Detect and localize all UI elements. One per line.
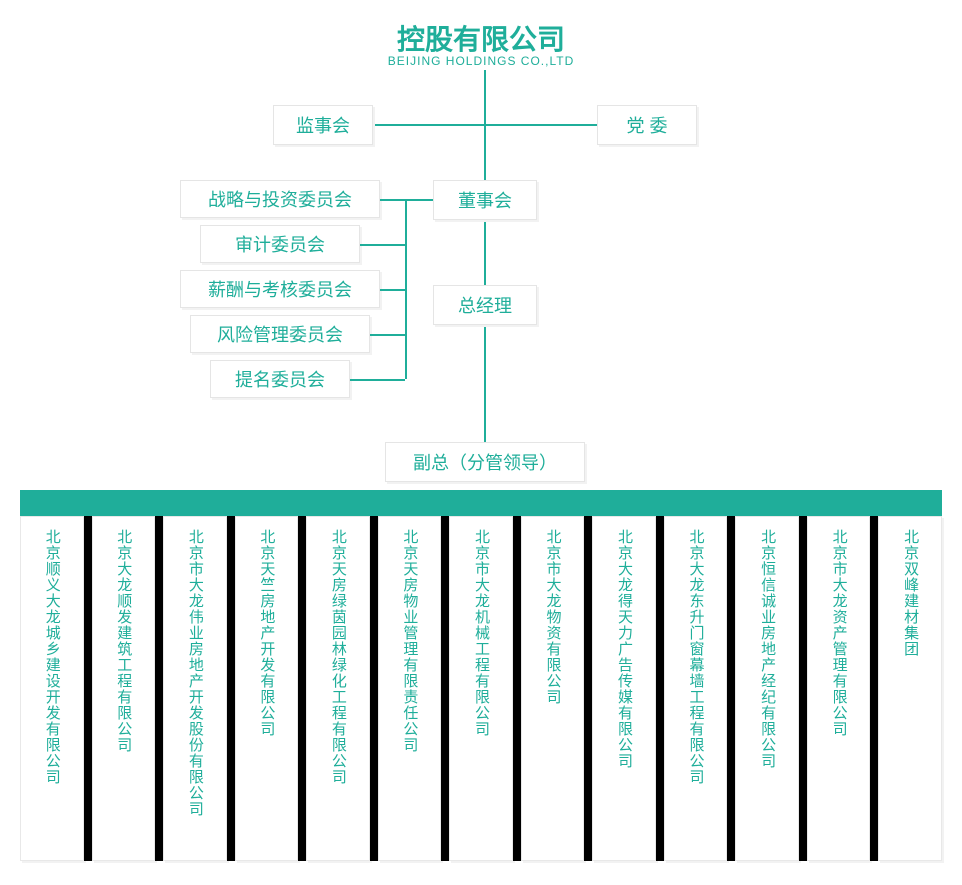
committee-3-label: 薪酬与考核委员会	[208, 276, 352, 302]
subsidiary-col: 北京天房物业管理有限责任公司	[378, 516, 442, 861]
subsidiary-label: 北京天房物业管理有限责任公司	[398, 529, 420, 753]
subsidiary-label: 北京顺义大龙城乡建设开发有限公司	[41, 529, 63, 785]
distribution-bar	[20, 490, 942, 516]
vgm-label: 副总（分管领导）	[413, 449, 557, 475]
subsidiary-label: 北京市大龙物资有限公司	[541, 529, 563, 705]
col-gap	[727, 516, 735, 861]
committee-5-label: 提名委员会	[235, 366, 325, 392]
col-gap	[870, 516, 878, 861]
committee-3: 薪酬与考核委员会	[180, 270, 380, 308]
committee-2-label: 审计委员会	[235, 231, 325, 257]
col-gap	[370, 516, 378, 861]
board-label: 董事会	[458, 187, 512, 213]
subsidiary-col: 北京恒信诚业房地产经纪有限公司	[735, 516, 799, 861]
col-gap	[227, 516, 235, 861]
committee-5: 提名委员会	[210, 360, 350, 398]
subsidiary-col: 北京顺义大龙城乡建设开发有限公司	[20, 516, 84, 861]
col-gap	[584, 516, 592, 861]
subsidiary-label: 北京市大龙资产管理有限公司	[828, 529, 850, 737]
committee-1-label: 战略与投资委员会	[208, 186, 352, 212]
subsidiary-label: 北京天竺房地产开发有限公司	[255, 529, 277, 737]
stub-c5	[350, 379, 405, 381]
gm-label: 总经理	[458, 292, 512, 318]
subsidiary-col: 北京市大龙物资有限公司	[521, 516, 585, 861]
company-subtitle-en: BEIJING HOLDINGS CO.,LTD	[0, 54, 962, 68]
subsidiary-col: 北京天竺房地产开发有限公司	[235, 516, 299, 861]
gm-box: 总经理	[433, 285, 537, 325]
committee-4-label: 风险管理委员会	[217, 321, 343, 347]
board-box: 董事会	[433, 180, 537, 220]
subsidiary-col: 北京市大龙伟业房地产开发股份有限公司	[163, 516, 227, 861]
col-gap	[84, 516, 92, 861]
subsidiary-label: 北京大龙东升门窗幕墙工程有限公司	[685, 529, 707, 785]
party-box: 党 委	[597, 105, 697, 145]
subsidiary-col: 北京大龙顺发建筑工程有限公司	[92, 516, 156, 861]
col-gap	[155, 516, 163, 861]
subsidiary-label: 北京双峰建材集团	[899, 529, 921, 657]
subsidiary-label: 北京大龙得天力广告传媒有限公司	[613, 529, 635, 769]
subsidiary-label: 北京恒信诚业房地产经纪有限公司	[756, 529, 778, 769]
subsidiary-label: 北京市大龙机械工程有限公司	[470, 529, 492, 737]
subsidiary-col: 北京市大龙资产管理有限公司	[807, 516, 871, 861]
subsidiary-label: 北京市大龙伟业房地产开发股份有限公司	[184, 529, 206, 817]
line-sup-party	[373, 124, 597, 126]
stub-c3	[380, 289, 405, 291]
subsidiary-label: 北京大龙顺发建筑工程有限公司	[112, 529, 134, 753]
supervisor-label: 监事会	[296, 112, 350, 138]
subsidiary-label: 北京天房绿茵园林绿化工程有限公司	[327, 529, 349, 785]
subsidiary-col: 北京双峰建材集团	[878, 516, 942, 861]
committee-1: 战略与投资委员会	[180, 180, 380, 218]
subsidiary-col: 北京大龙东升门窗幕墙工程有限公司	[664, 516, 728, 861]
col-gap	[656, 516, 664, 861]
committee-2: 审计委员会	[200, 225, 360, 263]
supervisor-box: 监事会	[273, 105, 373, 145]
committee-bus	[405, 199, 407, 379]
col-gap	[441, 516, 449, 861]
subsidiary-col: 北京市大龙机械工程有限公司	[449, 516, 513, 861]
col-gap	[799, 516, 807, 861]
company-title: 控股有限公司	[0, 18, 962, 58]
committee-4: 风险管理委员会	[190, 315, 370, 353]
party-label: 党 委	[626, 112, 667, 138]
subsidiary-columns: 北京顺义大龙城乡建设开发有限公司 北京大龙顺发建筑工程有限公司 北京市大龙伟业房地产…	[20, 516, 942, 861]
col-gap	[298, 516, 306, 861]
subsidiary-col: 北京大龙得天力广告传媒有限公司	[592, 516, 656, 861]
bus-to-board	[405, 199, 433, 201]
vgm-box: 副总（分管领导）	[385, 442, 585, 482]
stub-c4	[370, 334, 405, 336]
stub-c1	[380, 199, 405, 201]
stub-c2	[360, 244, 405, 246]
col-gap	[513, 516, 521, 861]
subsidiary-col: 北京天房绿茵园林绿化工程有限公司	[306, 516, 370, 861]
